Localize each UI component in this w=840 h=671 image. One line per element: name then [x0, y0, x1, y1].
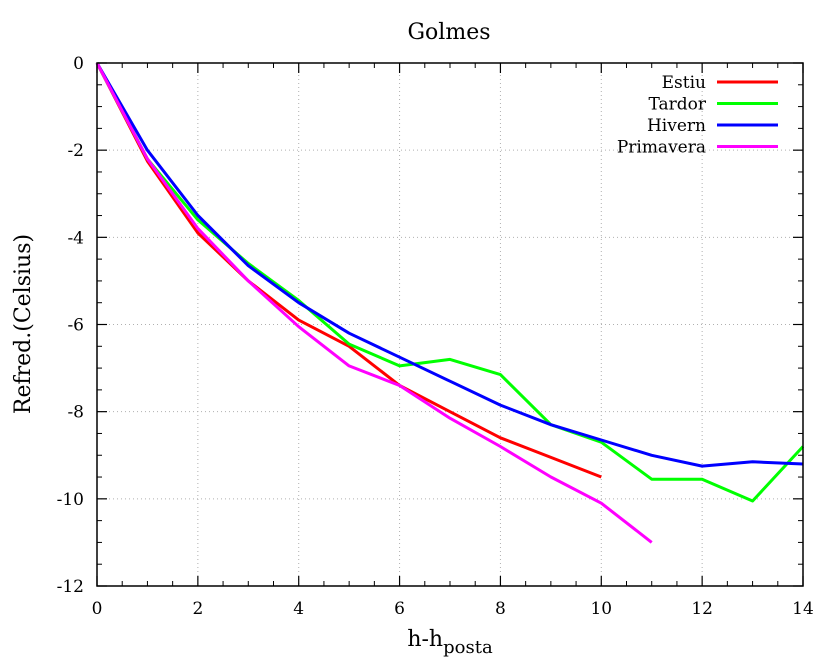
y-tick-labels: 0 -2 -4 -6 -8 -10 -12 [57, 54, 84, 597]
x-axis-label: h-hposta [407, 627, 493, 658]
y-tick-label: -12 [57, 577, 84, 597]
y-tick-label: -6 [67, 316, 84, 336]
legend-label-primavera: Primavera [617, 138, 706, 158]
x-tick-label: 14 [792, 599, 814, 619]
chart-title: Golmes [407, 20, 490, 45]
legend-label-tardor: Tardor [648, 95, 706, 115]
x-tick-label: 6 [394, 599, 405, 619]
y-tick-label: -2 [67, 141, 84, 161]
legend-label-estiu: Estiu [662, 73, 706, 93]
y-tick-label: -4 [67, 228, 84, 248]
x-tick-label: 0 [92, 599, 103, 619]
y-tick-label: -10 [57, 490, 84, 510]
series-line-estiu [95, 62, 602, 479]
legend-label-hivern: Hivern [647, 116, 706, 136]
y-tick-label: -8 [67, 403, 84, 423]
x-tick-label: 2 [192, 599, 203, 619]
minor-ticks [97, 63, 803, 586]
series-lines [95, 62, 805, 544]
x-tick-labels: 0 2 4 6 8 10 12 14 [92, 599, 814, 619]
series-line-primavera [95, 62, 653, 544]
series-line-tardor [95, 62, 805, 503]
plot-frame [96, 62, 804, 587]
series-line-hivern [95, 62, 804, 468]
y-axis-label: Refred.(Celsius) [11, 234, 36, 414]
x-tick-label: 8 [495, 599, 506, 619]
y-tick-label: 0 [73, 54, 84, 74]
x-axis-label-subscript: posta [443, 637, 493, 658]
x-tick-label: 10 [590, 599, 612, 619]
x-tick-label: 4 [293, 599, 304, 619]
x-axis-label-main: h-h [407, 627, 443, 652]
x-tick-label: 12 [691, 599, 713, 619]
